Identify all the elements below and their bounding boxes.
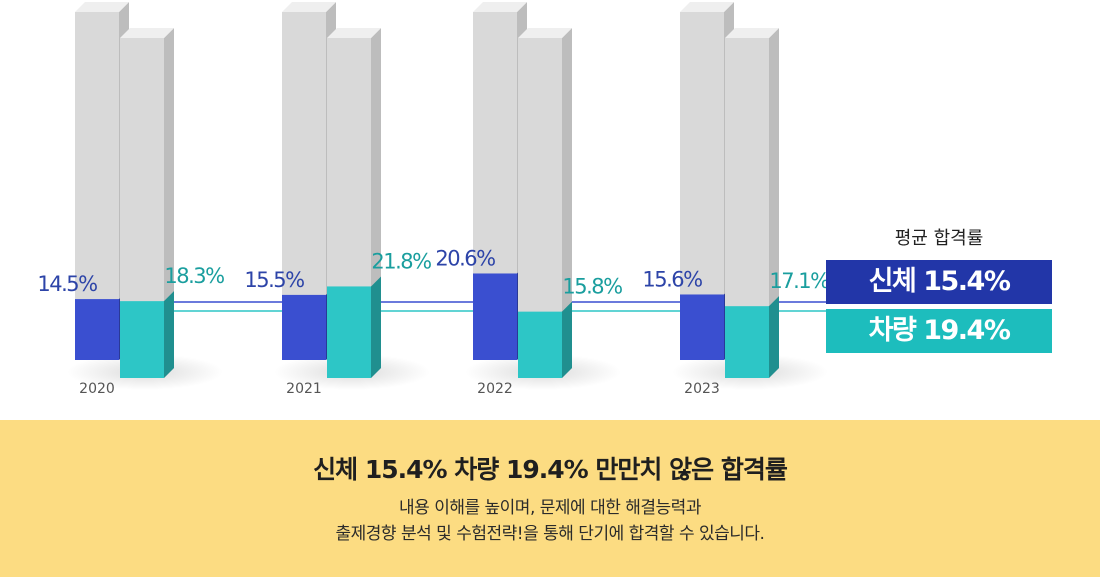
average-vehicle-badge: 차량 19.4% bbox=[826, 309, 1052, 353]
bar-fill-front bbox=[120, 301, 164, 378]
bar-vehicle-2021 bbox=[327, 28, 381, 378]
bar-tube-side bbox=[769, 28, 779, 378]
pass-rate-chart: 14.5% 18.3% 2020 15.5% 21.8% 2021 20.6% 15.8% 20… bbox=[37, 2, 1052, 397]
bar-tube-top bbox=[75, 2, 129, 12]
year-label-2021: 2021 bbox=[286, 381, 322, 397]
year-label-2020: 2020 bbox=[79, 381, 115, 397]
year-label-2023: 2023 bbox=[684, 381, 720, 397]
bar-vehicle-2023 bbox=[725, 28, 779, 378]
bar-vehicle-2022 bbox=[518, 28, 572, 378]
footer-banner: 신체 15.4% 차량 19.4% 만만치 않은 합격률 내용 이해를 높이며,… bbox=[0, 420, 1100, 577]
bar-tube-top bbox=[120, 28, 174, 38]
bar-tube-top bbox=[680, 2, 734, 12]
bar-fill-front bbox=[327, 286, 371, 378]
bar-group-2023: 15.6% 17.1% 2023 bbox=[642, 2, 831, 397]
bar-tube-side bbox=[562, 28, 572, 378]
bar-tube-top bbox=[327, 28, 381, 38]
bar-fill-side bbox=[164, 291, 174, 378]
data-label-body-2020: 14.5% bbox=[37, 272, 97, 296]
bar-tube-top bbox=[725, 28, 779, 38]
bar-fill-front bbox=[75, 299, 119, 360]
bar-fill-front bbox=[518, 311, 562, 378]
footer-headline: 신체 15.4% 차량 19.4% 만만치 않은 합격률 bbox=[313, 455, 788, 484]
data-label-vehicle-2022: 15.8% bbox=[562, 275, 622, 299]
data-label-body-2023: 15.6% bbox=[642, 267, 702, 291]
bar-tube-side bbox=[164, 28, 174, 378]
data-label-body-2022: 20.6% bbox=[435, 246, 495, 270]
year-label-2022: 2022 bbox=[477, 381, 513, 397]
data-label-body-2021: 15.5% bbox=[244, 268, 304, 292]
bar-fill-side bbox=[769, 296, 779, 378]
bar-group-2021: 15.5% 21.8% 2021 bbox=[244, 2, 433, 397]
bar-fill-side bbox=[562, 301, 572, 378]
bar-group-2020: 14.5% 18.3% 2020 bbox=[37, 2, 226, 397]
bar-tube-top bbox=[473, 2, 527, 12]
average-panel: 평균 합격률 신체 15.4% 차량 19.4% bbox=[826, 224, 1052, 353]
average-title: 평균 합격률 bbox=[894, 228, 984, 249]
footer-description-line-1: 내용 이해를 높이며, 문제에 대한 해결능력과 bbox=[399, 498, 701, 518]
bar-fill-side bbox=[371, 276, 381, 378]
data-label-vehicle-2023: 17.1% bbox=[769, 269, 829, 293]
bar-fill-front bbox=[725, 306, 769, 378]
bar-fill-front bbox=[473, 273, 517, 360]
bar-fill-front bbox=[282, 294, 326, 360]
data-label-vehicle-2021: 21.8% bbox=[371, 249, 431, 273]
bar-fill-front bbox=[680, 294, 724, 360]
data-label-vehicle-2020: 18.3% bbox=[164, 264, 224, 288]
average-body-badge: 신체 15.4% bbox=[826, 260, 1052, 304]
bar-group-2022: 20.6% 15.8% 2022 bbox=[435, 2, 624, 397]
bar-vehicle-2020 bbox=[120, 28, 174, 378]
bar-tube-top bbox=[282, 2, 336, 12]
footer-description-line-2: 출제경향 분석 및 수험전략!을 통해 단기에 합격할 수 있습니다. bbox=[335, 524, 765, 544]
bar-tube-top bbox=[518, 28, 572, 38]
chart-svg: 14.5% 18.3%202015.5%21.8%202120.6%15.8%20… bbox=[37, 2, 831, 397]
